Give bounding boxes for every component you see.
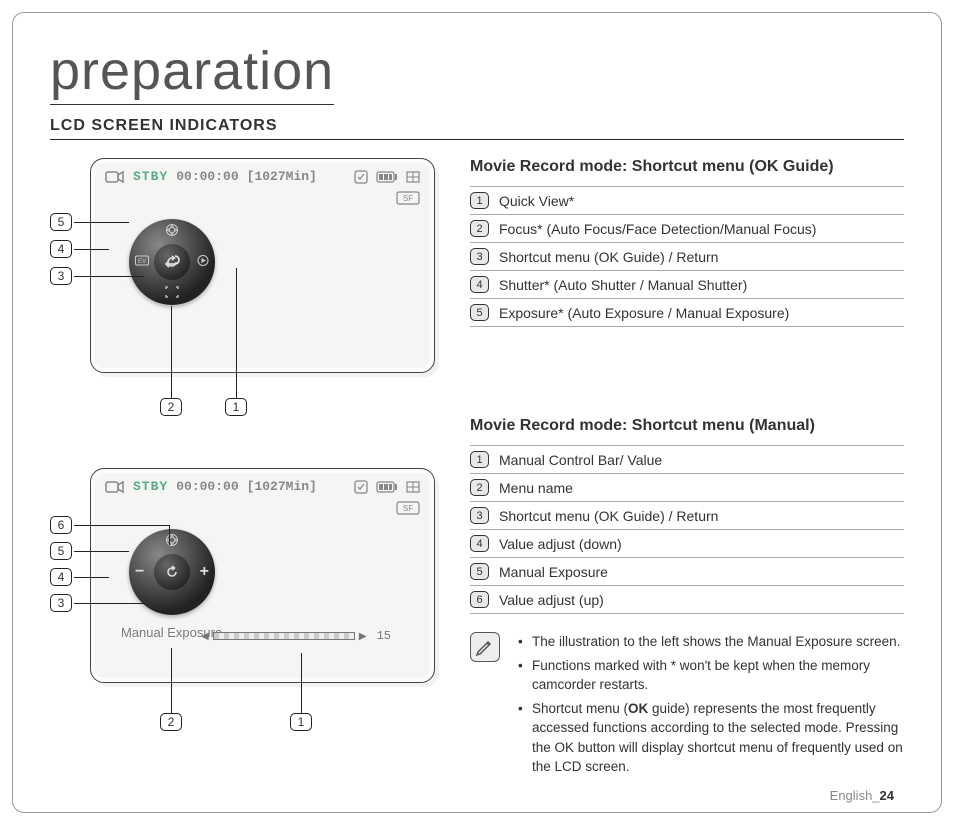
camcorder-icon: [105, 170, 125, 184]
list-item: Shortcut menu (OK Guide) / Return: [499, 508, 718, 524]
battery-icon: [376, 481, 398, 493]
note-item: Shortcut menu (OK guide) represents the …: [518, 699, 904, 777]
callout-4: 4: [50, 568, 72, 586]
battery-icon: [376, 171, 398, 183]
callout-4: 4: [50, 240, 72, 258]
list-item: Value adjust (up): [499, 592, 604, 608]
note-icon: [470, 632, 500, 662]
svg-text:SF: SF: [403, 194, 413, 203]
camcorder-icon: [105, 480, 125, 494]
list-item: Value adjust (down): [499, 536, 622, 552]
plus-icon: +: [200, 563, 209, 581]
lcd-screen-manual: STBY 00:00:00 [1027Min] SF − +: [90, 468, 435, 683]
page-footer: English_24: [830, 788, 894, 803]
note-box: The illustration to the left shows the M…: [470, 632, 904, 781]
num-badge: 2: [470, 479, 489, 496]
list-item: Focus* (Auto Focus/Face Detection/Manual…: [499, 221, 816, 237]
num-badge: 6: [470, 591, 489, 608]
list-item: Shortcut menu (OK Guide) / Return: [499, 249, 718, 265]
return-icon: [154, 554, 190, 590]
callout-1: 1: [290, 713, 312, 731]
triangle-left-icon: ◀: [201, 631, 209, 642]
num-badge: 3: [470, 248, 489, 265]
card-icon: [354, 170, 368, 184]
manual-heading: Movie Record mode: Shortcut menu (Manual…: [470, 417, 904, 435]
status-stby: STBY: [133, 479, 168, 494]
time-counter: 00:00:00: [176, 169, 238, 184]
num-badge: 3: [470, 507, 489, 524]
bar-value: 15: [377, 629, 391, 643]
time-remaining: [1027Min]: [247, 169, 317, 184]
num-badge: 4: [470, 535, 489, 552]
num-badge: 1: [470, 451, 489, 468]
aperture-icon: [165, 533, 179, 550]
num-badge: 1: [470, 192, 489, 209]
list-item: Quick View*: [499, 193, 574, 209]
triangle-right-icon: ▶: [359, 631, 367, 642]
note-item: Functions marked with * won't be kept wh…: [518, 656, 904, 695]
note-item: The illustration to the left shows the M…: [518, 632, 904, 652]
quality-icon: SF: [396, 501, 420, 515]
quality-icon: SF: [396, 191, 420, 205]
page-title: preparation: [50, 40, 334, 105]
num-badge: 4: [470, 276, 489, 293]
manual-list: 1 Manual Control Bar/ Value 2 Menu name 3S…: [470, 445, 904, 614]
focus-bracket-icon: [165, 286, 179, 301]
num-badge: 5: [470, 304, 489, 321]
svg-text:EV: EV: [138, 259, 146, 265]
aperture-icon: [165, 223, 179, 240]
minus-icon: −: [135, 563, 144, 581]
callout-5: 5: [50, 542, 72, 560]
status-stby: STBY: [133, 169, 168, 184]
time-remaining: [1027Min]: [247, 479, 317, 494]
time-counter: 00:00:00: [176, 479, 238, 494]
callout-5: 5: [50, 213, 72, 231]
play-icon: [197, 255, 209, 270]
return-icon: [154, 244, 190, 280]
num-badge: 5: [470, 563, 489, 580]
callout-1: 1: [225, 398, 247, 416]
list-item: Shutter* (Auto Shutter / Manual Shutter): [499, 277, 747, 293]
list-item: Menu name: [499, 480, 573, 496]
list-item: Exposure* (Auto Exposure / Manual Exposu…: [499, 305, 789, 321]
dial-ok-guide: EV: [129, 219, 215, 305]
list-item: Manual Control Bar/ Value: [499, 452, 662, 468]
list-item: Manual Exposure: [499, 564, 608, 580]
manual-control-bar: ◀ ▶ 15: [201, 628, 391, 644]
storage-icon: [406, 481, 420, 493]
section-heading: LCD SCREEN INDICATORS: [50, 117, 904, 140]
card-icon: [354, 480, 368, 494]
callout-2: 2: [160, 713, 182, 731]
num-badge: 2: [470, 220, 489, 237]
storage-icon: [406, 171, 420, 183]
svg-text:SF: SF: [403, 504, 413, 513]
ok-guide-heading: Movie Record mode: Shortcut menu (OK Gui…: [470, 158, 904, 176]
callout-2: 2: [160, 398, 182, 416]
callout-3: 3: [50, 594, 72, 612]
ok-guide-list: 1 Quick View* 2 Focus* (Auto Focus/Face De…: [470, 186, 904, 327]
ev-icon: EV: [135, 256, 149, 269]
callout-6: 6: [50, 516, 72, 534]
callout-3: 3: [50, 267, 72, 285]
lcd-screen-ok-guide: STBY 00:00:00 [1027Min] SF: [90, 158, 435, 373]
